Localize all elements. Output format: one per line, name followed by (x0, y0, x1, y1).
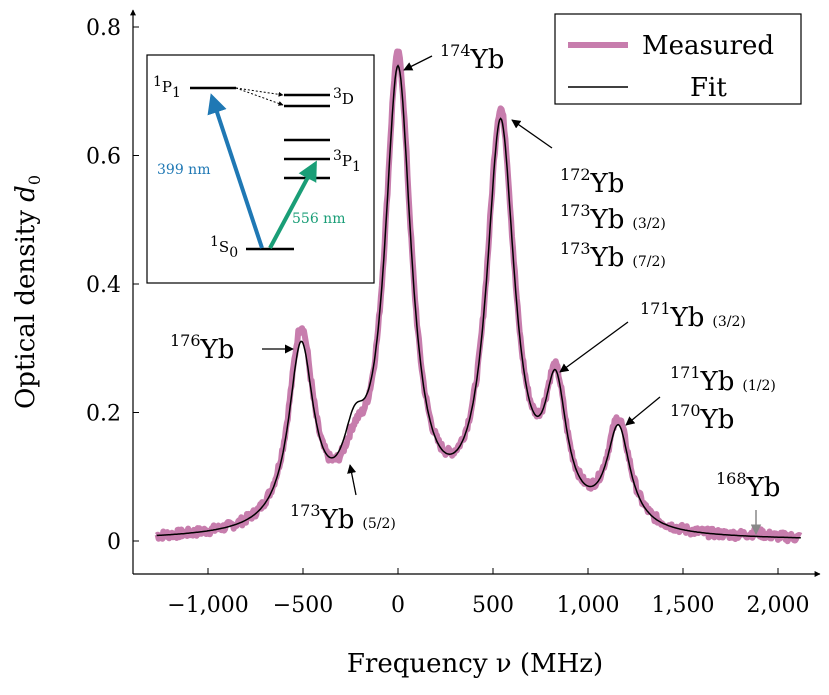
annotation-171yb-3-2: 171Yb (3/2) (640, 299, 746, 333)
annotation-176yb: 176Yb (170, 331, 234, 365)
y-tick-label: 0 (107, 530, 121, 555)
annotation-172yb: 172Yb (560, 165, 624, 199)
annotation-170yb: 170Yb (670, 401, 734, 435)
legend: Measured Fit (554, 13, 802, 105)
decay-dotted-lower (235, 87, 284, 106)
x-tick-label: 1,000 (557, 593, 620, 618)
transition-399-label: 399 nm (157, 162, 210, 178)
x-tick-label: −1,000 (167, 593, 248, 618)
legend-fit-label: Fit (690, 73, 727, 103)
annotations: 174Yb 176Yb 172Yb 173Yb (3/2) 173Yb (7/2) … (170, 41, 780, 536)
x-axis-label: Frequency ν (MHz) (347, 649, 603, 679)
label-3p1: 3P1 (333, 148, 361, 175)
y-tick-label: 0.6 (86, 145, 121, 170)
x-ticks: −1,000 −500 0 500 1,000 1,500 2,000 (167, 568, 809, 618)
y-tick-label: 0.2 (86, 402, 121, 427)
x-tick-label: 0 (391, 593, 405, 618)
label-3d: 3D (333, 86, 354, 108)
transition-399-arrow (207, 93, 264, 249)
arrow-172yb-group (511, 119, 553, 149)
y-tick-label: 0.4 (86, 273, 121, 298)
annotation-173yb-3-2: 173Yb (3/2) (560, 201, 666, 235)
annotation-171yb-1-2: 171Yb (1/2) (670, 363, 776, 397)
x-tick-label: 2,000 (747, 593, 810, 618)
fit-series-line (156, 64, 801, 539)
legend-measured-label: Measured (642, 31, 774, 61)
transition-556-arrow (268, 160, 317, 249)
annotation-174yb: 174Yb (440, 41, 504, 75)
legend-box (554, 13, 802, 105)
annotation-173yb-7-2: 173Yb (7/2) (560, 239, 666, 273)
label-1p1: 1P1 (153, 74, 181, 101)
transition-556-label: 556 nm (292, 211, 345, 227)
annotation-173yb-5-2: 173Yb (5/2) (290, 501, 396, 535)
y-tick-label: 0.8 (86, 16, 121, 41)
y-ticks: 0 0.2 0.4 0.6 0.8 (86, 16, 139, 555)
arrow-171yb-1-2 (625, 396, 661, 426)
measured-series-line (154, 48, 803, 545)
arrow-173yb-5-2 (347, 464, 357, 496)
x-tick-label: −500 (273, 593, 333, 618)
annotation-168yb: 168Yb (716, 469, 780, 503)
x-tick-label: 500 (472, 593, 514, 618)
y-axis-label: Optical density d0 (11, 175, 44, 409)
inset-level-diagram: 1P1 3D 3P1 1S0 399 nm 556 nm (146, 54, 375, 284)
label-1s0: 1S0 (210, 234, 238, 261)
arrow-171yb-3-2 (559, 321, 629, 373)
x-tick-label: 1,500 (652, 593, 715, 618)
arrow-174yb (403, 55, 433, 71)
